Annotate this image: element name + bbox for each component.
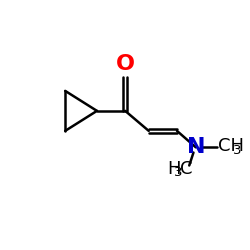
Text: C: C	[180, 160, 192, 178]
Text: O: O	[116, 54, 135, 74]
Text: 3: 3	[233, 144, 241, 157]
Text: CH: CH	[218, 138, 244, 156]
Text: N: N	[186, 137, 205, 157]
Text: 3: 3	[174, 166, 183, 179]
Text: H: H	[167, 160, 180, 178]
